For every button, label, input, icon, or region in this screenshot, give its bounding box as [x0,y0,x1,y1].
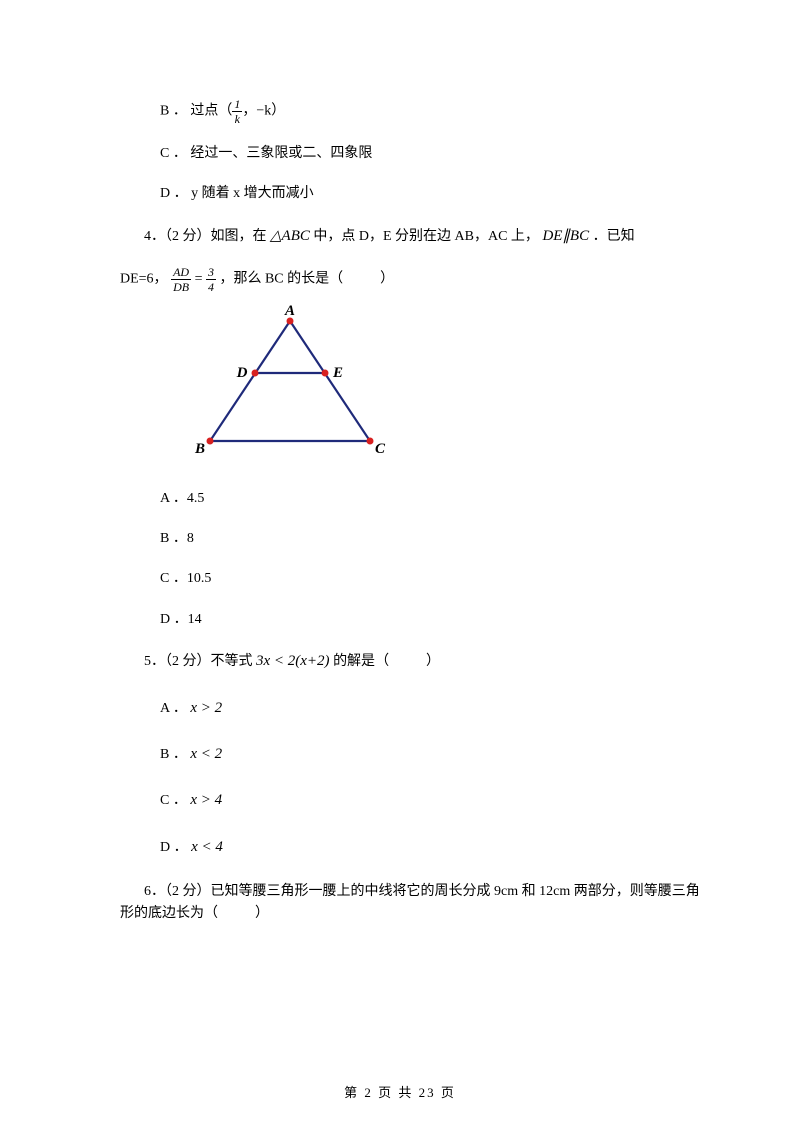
q4-mid2: ．已知 [593,229,635,244]
triangle-figure: A B C D E [180,301,700,469]
option-d-text: y 随着 x 增大而减小 [191,186,314,201]
q4-paren: （ ） [329,272,397,287]
question-6: 6．（2 分）已知等腰三角形一腰上的中线将它的周长分成 9cm 和 12cm 两… [120,881,700,926]
triangle-abc-shape [210,321,370,441]
triangle-svg: A B C D E [180,301,400,461]
q5-option-c: C ． x > 4 [160,788,700,812]
q5-c-label: C ． [160,793,187,808]
point-b-dot [207,438,214,445]
q6-paren: （ ） [204,906,272,921]
q4-line2b: ，那么 BC 的长是 [219,272,329,287]
option-d-label: D ． [160,186,188,201]
question-4-line2: DE=6， ADDB = 34 ，那么 BC 的长是（ ） [120,266,700,293]
q4-mid1: 中，点 D，E 分别在边 AB，AC 上， [313,229,539,244]
label-c: C [375,441,386,457]
question-4: 4．（2 分）如图，在 △ABC 中，点 D，E 分别在边 AB，AC 上， D… [120,224,700,248]
page-footer: 第 2 页 共 23 页 [0,1083,800,1104]
q5-d-label: D ． [160,840,188,855]
fraction-ad-db: ADDB [171,266,191,293]
page-content: B ． 过点（1k，−k） C ． 经过一、三象限或二、四象限 D ． y 随着… [0,0,800,984]
option-d: D ． y 随着 x 增大而减小 [160,183,700,205]
point-c-dot [367,438,374,445]
q4-eq: = [191,272,206,287]
q4-option-d: D ．14 [160,609,700,631]
q4-option-a: A ．4.5 [160,488,700,510]
option-b-label: B ． [160,104,187,119]
q5-b-expr: x < 2 [190,746,222,762]
q4-line2a: DE=6， [120,272,168,287]
q5-a-expr: x > 2 [190,700,222,716]
q5-option-d: D ． x < 4 [160,835,700,859]
label-b: B [194,441,205,457]
q5-option-a: A ． x > 2 [160,696,700,720]
q4-option-c: C ．10.5 [160,568,700,590]
q5-expr: 3x < 2(x+2) [256,653,330,669]
option-c: C ． 经过一、三象限或二、四象限 [160,143,700,165]
fraction-3-4: 34 [206,266,216,293]
q5-paren: （ ） [375,654,443,669]
option-c-text: 经过一、三象限或二、四象限 [190,146,372,161]
option-b: B ． 过点（1k，−k） [160,98,700,125]
q5-d-expr: x < 4 [191,839,223,855]
triangle-abc: △ABC [270,228,310,244]
q5-b-label: B ． [160,747,187,762]
option-c-label: C ． [160,146,187,161]
q4-prefix: 4．（2 分）如图，在 [144,229,270,244]
q5-prefix: 5．（2 分）不等式 [144,654,256,669]
q5-option-b: B ． x < 2 [160,742,700,766]
q4-option-b: B ．8 [160,528,700,550]
q5-a-label: A ． [160,701,187,716]
question-5: 5．（2 分）不等式 3x < 2(x+2) 的解是（ ） [120,649,700,673]
q5-suffix: 的解是 [333,654,375,669]
point-d-dot [252,370,259,377]
label-d: D [236,365,248,381]
point-e-dot [322,370,329,377]
option-b-suffix: ，−k） [242,104,285,119]
label-e: E [332,365,343,381]
q5-c-expr: x > 4 [190,792,222,808]
fraction-1-over-k: 1k [232,98,242,125]
option-b-prefix: 过点（ [190,104,232,119]
label-a: A [284,303,295,319]
de-parallel-bc: DE∥BC [542,228,589,244]
